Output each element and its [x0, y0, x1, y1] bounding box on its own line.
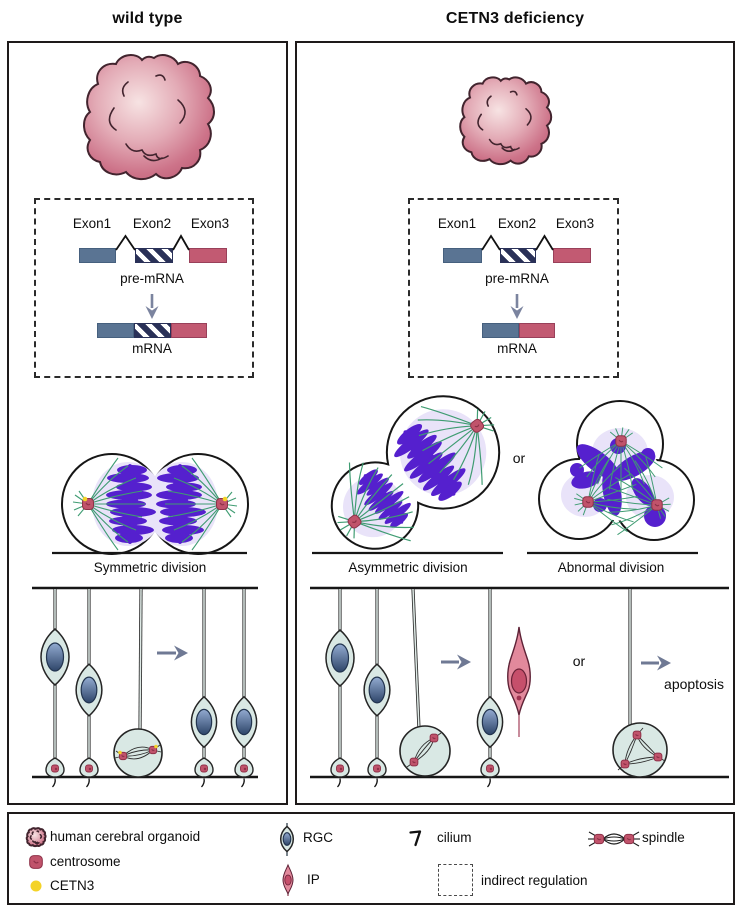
legend-panel: [7, 812, 735, 905]
mrna-label-ko: mRNA: [497, 341, 537, 356]
rgc-cell: [325, 589, 355, 788]
panel-title-wild-type: wild type: [112, 10, 183, 27]
rgc-cell: [40, 589, 70, 788]
exon2-label-wt: Exon2: [132, 216, 172, 231]
tissue-cetn3: [310, 586, 729, 788]
dividing-rgc-cell: [113, 588, 163, 778]
cetn3-dot: [118, 750, 122, 755]
indirect-regulation-frame-wt: [34, 198, 254, 378]
exon2-label-ko: Exon2: [497, 216, 537, 231]
legend-label-organoid: human cerebral organoid: [50, 829, 201, 844]
asymmetric-division-cell: [310, 376, 522, 572]
rgc-cell: [363, 589, 391, 788]
indirect-regulation-frame-cetn3: [408, 198, 619, 378]
or-label-tissue: or: [572, 653, 586, 669]
symmetric-division-cell: [61, 453, 249, 555]
rgc-cell: [230, 589, 258, 788]
ip-cell: [507, 626, 531, 737]
apoptosis-label: apoptosis: [664, 676, 724, 692]
asymmetric-division-label: Asymmetric division: [348, 560, 468, 575]
cilium: [336, 778, 341, 788]
rgc-cell: [190, 589, 218, 788]
splice-junctions-wt: [115, 234, 190, 251]
symmetric-division-label: Symmetric division: [93, 560, 207, 575]
exon1-label-wt: Exon1: [72, 216, 112, 231]
cetn3-dot: [82, 496, 88, 502]
mrna-exon1-ko: [482, 323, 519, 338]
cilium: [85, 778, 90, 788]
spindle-icon: [588, 831, 640, 847]
mrna-exon3-ko: [519, 323, 555, 338]
splice-junctions-ko: [481, 234, 554, 251]
abnormal-division-label: Abnormal division: [557, 560, 665, 575]
arrow-right: [157, 645, 188, 661]
exon3-label-wt: Exon3: [190, 216, 230, 231]
cetn3-dot: [154, 744, 158, 749]
abnormal-division-cell: [538, 400, 695, 550]
legend-label-centrosome: centrosome: [50, 854, 121, 869]
legend-label-indirect: indirect regulation: [481, 873, 588, 888]
exon1-box-ko: [443, 248, 482, 263]
legend-label-ip: IP: [307, 872, 320, 887]
exon1-label-ko: Exon1: [437, 216, 477, 231]
indirect-regulation-icon: [438, 864, 473, 896]
splice-arrow-wt: [145, 294, 159, 319]
exon1-box-wt: [79, 248, 116, 263]
cilium: [373, 778, 378, 788]
mrna-exon1-wt: [97, 323, 134, 338]
tissue-wild-type: [32, 586, 258, 788]
organoid-cetn3: [459, 76, 552, 165]
exon3-box-ko: [553, 248, 591, 263]
pre-mrna-label-ko: pre-mRNA: [485, 271, 549, 286]
rgc-cell: [75, 589, 103, 788]
exon2-box-wt: [135, 248, 173, 263]
arrow-right: [441, 654, 471, 670]
mrna-label-wt: mRNA: [132, 341, 172, 356]
exon3-box-wt: [189, 248, 227, 263]
dividing-rgc-cell: [399, 588, 451, 777]
splice-arrow-ko: [510, 294, 524, 319]
arrow-right: [641, 655, 671, 671]
centrosome-icon: [28, 854, 44, 870]
abnormal-dividing-cell: [612, 589, 668, 778]
cilium: [486, 778, 491, 788]
legend-label-rgc: RGC: [303, 830, 333, 845]
organoid-icon: [26, 828, 46, 847]
cetn3-icon: [30, 880, 42, 892]
cetn3-dot: [222, 496, 228, 502]
exon2-box-ko: [500, 248, 536, 263]
cilium: [240, 778, 245, 788]
or-label-division: or: [512, 450, 526, 466]
legend-label-cilium: cilium: [437, 830, 472, 845]
mrna-exon3-wt: [171, 323, 207, 338]
legend-label-cetn3: CETN3: [50, 878, 95, 893]
cilium: [51, 778, 56, 788]
ip-icon: [282, 863, 294, 896]
legend-label-spindle: spindle: [642, 830, 685, 845]
pre-mrna-label-wt: pre-mRNA: [120, 271, 184, 286]
rgc-cell: [476, 589, 504, 788]
exon3-label-ko: Exon3: [555, 216, 595, 231]
cilium: [200, 778, 205, 788]
centrosome: [516, 695, 522, 701]
rgc-icon: [280, 823, 294, 856]
cilium-icon: [409, 830, 422, 847]
mrna-exon2-wt: [134, 323, 171, 338]
organoid-wild-type: [83, 54, 215, 181]
panel-title-cetn3-deficiency: CETN3 deficiency: [445, 10, 585, 27]
